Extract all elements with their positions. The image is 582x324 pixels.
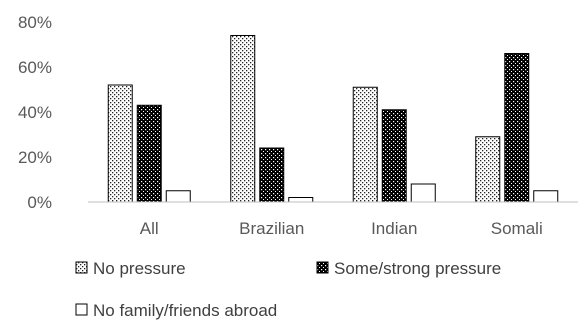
x-tick-label-brazilian: Brazilian (239, 219, 304, 238)
y-axis-tick-labels: 0% 20% 40% 60% 80% (18, 13, 52, 212)
bar-some-strong-pressure-indian (381, 109, 407, 203)
bar-some-strong-pressure-brazilian (259, 147, 285, 203)
legend-swatch-no-family-friends-abroad (75, 303, 88, 316)
y-tick-label: 40% (18, 103, 52, 122)
legend-label-some-strong-pressure: Some/strong pressure (334, 259, 501, 278)
x-axis-tick-labels: All Brazilian Indian Somali (140, 219, 543, 238)
x-tick-label-all: All (140, 219, 159, 238)
legend-swatch-some-strong-pressure (316, 261, 329, 274)
y-tick-label: 20% (18, 148, 52, 167)
bar-no-pressure-all (107, 84, 133, 203)
bar-no-family-friends-abroad-somali (533, 190, 559, 203)
x-tick-label-somali: Somali (491, 219, 543, 238)
y-tick-label: 0% (27, 193, 52, 212)
bar-no-pressure-indian (352, 86, 378, 203)
legend: No pressure Some/strong pressure No family… (75, 259, 501, 320)
bar-no-family-friends-abroad-indian (410, 183, 436, 203)
bar-no-pressure-somali (475, 136, 501, 203)
bar-no-family-friends-abroad-all (165, 190, 191, 203)
legend-swatch-no-pressure (75, 261, 88, 274)
y-tick-label: 80% (18, 13, 52, 32)
legend-label-no-family-friends-abroad: No family/friends abroad (93, 301, 277, 320)
y-tick-label: 60% (18, 58, 52, 77)
x-tick-label-indian: Indian (371, 219, 417, 238)
bar-some-strong-pressure-somali (504, 53, 530, 203)
bar-no-pressure-brazilian (230, 35, 256, 203)
bar-no-family-friends-abroad-brazilian (288, 197, 314, 203)
bar-some-strong-pressure-all (136, 104, 162, 203)
legend-label-no-pressure: No pressure (93, 259, 186, 278)
bar-series-group (107, 35, 559, 203)
